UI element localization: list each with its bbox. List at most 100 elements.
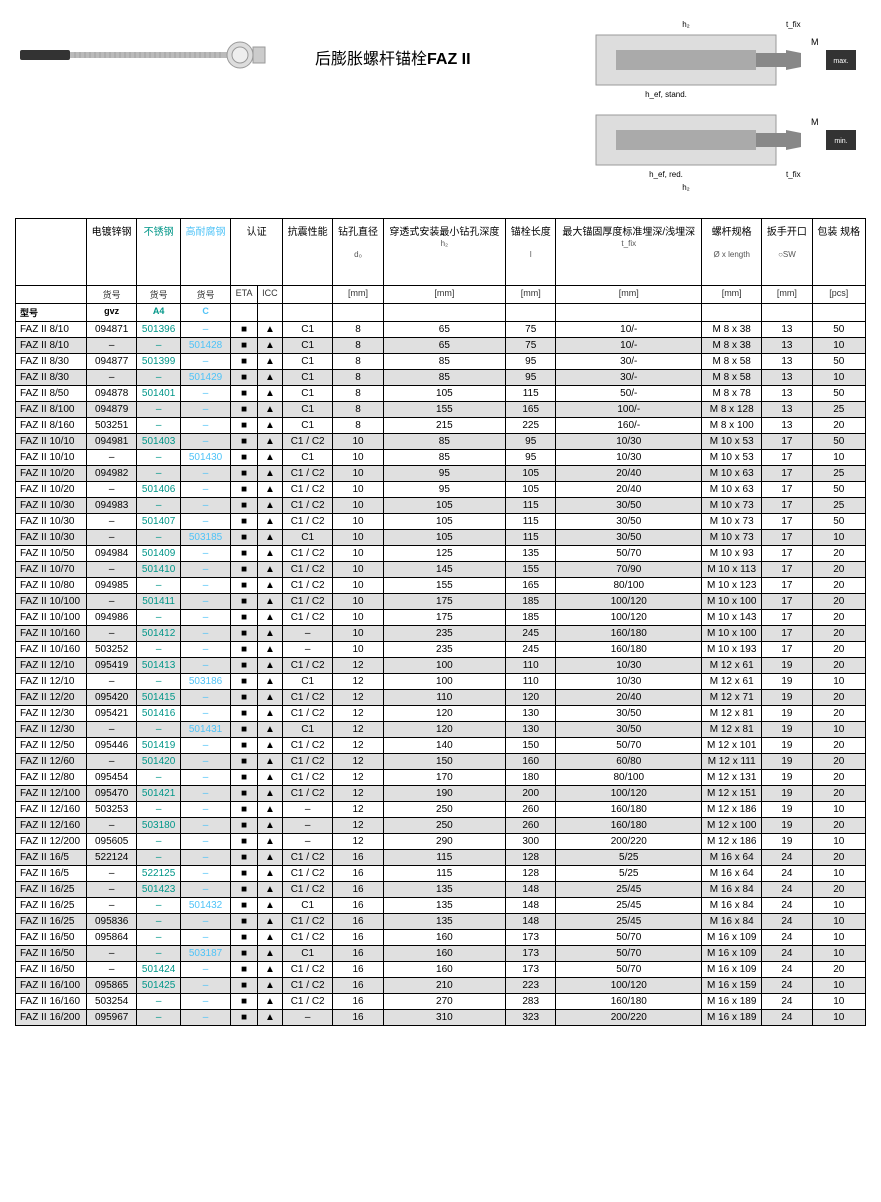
cell-model: FAZ II 8/10 <box>16 322 87 338</box>
cell-h2: 85 <box>383 450 505 466</box>
cell-icc: ▲ <box>257 354 282 370</box>
cell-pcs: 20 <box>812 690 865 706</box>
cell-icc: ▲ <box>257 850 282 866</box>
cell-sw: 19 <box>762 754 812 770</box>
cell-icc: ▲ <box>257 690 282 706</box>
cell-eta: ■ <box>231 1010 258 1026</box>
cell-h2: 120 <box>383 706 505 722</box>
cell-tfix: 20/40 <box>556 690 702 706</box>
table-row: FAZ II 12/80095454––■▲C1 / C21217018080/… <box>16 770 866 786</box>
cell-model: FAZ II 12/160 <box>16 818 87 834</box>
cell-sw: 13 <box>762 354 812 370</box>
cell-seismic: C1 / C2 <box>282 610 332 626</box>
cell-a4: 501421 <box>137 786 181 802</box>
cell-model: FAZ II 16/25 <box>16 898 87 914</box>
cell-c: – <box>180 914 230 930</box>
cell-icc: ▲ <box>257 786 282 802</box>
svg-text:t_fix: t_fix <box>786 20 801 29</box>
th-gvz: 电镀锌钢 <box>86 219 136 286</box>
cell-gvz: 095836 <box>86 914 136 930</box>
cell-l: 185 <box>506 610 556 626</box>
th-sw: 扳手开口○SW <box>762 219 812 286</box>
cell-model: FAZ II 8/160 <box>16 418 87 434</box>
cell-c: – <box>180 978 230 994</box>
cell-tfix: 30/50 <box>556 530 702 546</box>
cell-seismic: C1 <box>282 946 332 962</box>
cell-c: – <box>180 738 230 754</box>
cell-h2: 235 <box>383 642 505 658</box>
cell-eta: ■ <box>231 770 258 786</box>
cell-pcs: 10 <box>812 802 865 818</box>
cell-icc: ▲ <box>257 866 282 882</box>
cell-icc: ▲ <box>257 946 282 962</box>
cell-gvz: – <box>86 962 136 978</box>
cell-h2: 250 <box>383 802 505 818</box>
cell-eta: ■ <box>231 866 258 882</box>
cell-pcs: 25 <box>812 402 865 418</box>
cell-sw: 19 <box>762 818 812 834</box>
cell-spec: M 10 x 53 <box>702 450 762 466</box>
cell-sw: 24 <box>762 946 812 962</box>
cell-icc: ▲ <box>257 322 282 338</box>
th2-c: 货号 <box>180 286 230 304</box>
cell-a4: 501416 <box>137 706 181 722</box>
svg-text:h_ef, red.: h_ef, red. <box>649 170 683 179</box>
cell-icc: ▲ <box>257 530 282 546</box>
cell-l: 165 <box>506 578 556 594</box>
cell-model: FAZ II 16/25 <box>16 914 87 930</box>
cell-h2: 155 <box>383 578 505 594</box>
cell-c: 501429 <box>180 370 230 386</box>
cell-tfix: 160/180 <box>556 802 702 818</box>
cell-h2: 170 <box>383 770 505 786</box>
cell-eta: ■ <box>231 898 258 914</box>
th3-h2 <box>383 304 505 322</box>
product-title: 后膨胀螺杆锚栓FAZ II <box>315 15 471 69</box>
cell-sw: 17 <box>762 610 812 626</box>
cell-c: – <box>180 354 230 370</box>
cell-sw: 17 <box>762 626 812 642</box>
table-row: FAZ II 10/30094983––■▲C1 / C21010511530/… <box>16 498 866 514</box>
cell-eta: ■ <box>231 706 258 722</box>
cell-spec: M 12 x 81 <box>702 706 762 722</box>
cell-seismic: C1 <box>282 674 332 690</box>
cell-eta: ■ <box>231 434 258 450</box>
cell-l: 75 <box>506 322 556 338</box>
cell-l: 95 <box>506 450 556 466</box>
cell-tfix: 10/30 <box>556 450 702 466</box>
cell-spec: M 8 x 38 <box>702 322 762 338</box>
cell-c: – <box>180 610 230 626</box>
th2-d0: [mm] <box>333 286 383 304</box>
th-c: 高耐腐钢 <box>180 219 230 286</box>
cell-tfix: 100/- <box>556 402 702 418</box>
cell-h2: 135 <box>383 914 505 930</box>
cell-spec: M 16 x 189 <box>702 1010 762 1026</box>
cell-pcs: 20 <box>812 882 865 898</box>
cell-tfix: 25/45 <box>556 914 702 930</box>
cell-model: FAZ II 10/10 <box>16 450 87 466</box>
cell-c: – <box>180 802 230 818</box>
cell-model: FAZ II 16/25 <box>16 882 87 898</box>
cell-tfix: 200/220 <box>556 834 702 850</box>
cell-spec: M 16 x 84 <box>702 914 762 930</box>
cell-tfix: 10/30 <box>556 674 702 690</box>
cell-pcs: 20 <box>812 658 865 674</box>
cell-model: FAZ II 16/50 <box>16 962 87 978</box>
cell-d0: 8 <box>333 418 383 434</box>
cell-l: 95 <box>506 370 556 386</box>
cell-gvz: 503251 <box>86 418 136 434</box>
cell-seismic: – <box>282 626 332 642</box>
cell-l: 200 <box>506 786 556 802</box>
cell-eta: ■ <box>231 786 258 802</box>
cell-h2: 105 <box>383 530 505 546</box>
cell-a4: – <box>137 450 181 466</box>
cell-h2: 105 <box>383 386 505 402</box>
cell-c: 501430 <box>180 450 230 466</box>
cell-c: – <box>180 690 230 706</box>
cell-tfix: 10/- <box>556 338 702 354</box>
cell-a4: – <box>137 770 181 786</box>
cell-eta: ■ <box>231 834 258 850</box>
header-row-2: 货号 货号 货号 ETA ICC [mm] [mm] [mm] [mm] [mm… <box>16 286 866 304</box>
cell-c: – <box>180 578 230 594</box>
cell-seismic: C1 / C2 <box>282 962 332 978</box>
cell-tfix: 50/70 <box>556 962 702 978</box>
